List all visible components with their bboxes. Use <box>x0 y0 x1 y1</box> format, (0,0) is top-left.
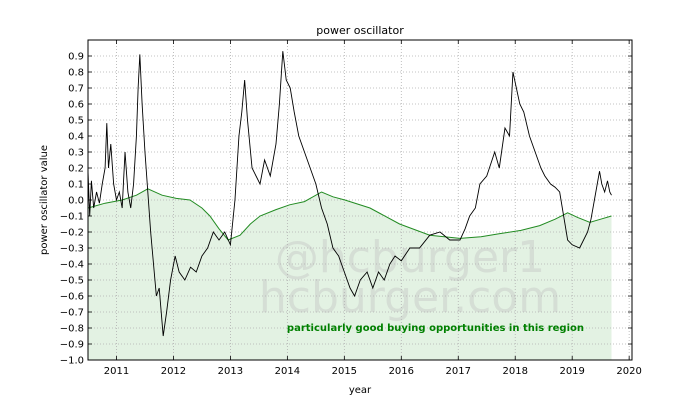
y-axis-label: power oscillator value <box>39 145 50 255</box>
x-tick-label: 2012 <box>161 366 186 377</box>
y-tick-label: 0.7 <box>68 84 84 95</box>
x-tick-label: 2016 <box>389 366 414 377</box>
x-tick-label: 2017 <box>446 366 471 377</box>
x-tick-label: 2014 <box>275 366 300 377</box>
y-tick-label: 0.9 <box>68 52 84 63</box>
y-tick-label: −0.1 <box>60 212 84 223</box>
y-tick-label: 0.1 <box>68 180 84 191</box>
y-tick-label: −0.2 <box>60 228 84 239</box>
y-tick-label: −0.9 <box>60 340 84 351</box>
y-tick-label: 0.4 <box>68 132 84 143</box>
plot-frame <box>87 39 633 361</box>
area-fill <box>88 188 612 360</box>
y-tick-label: 0.6 <box>68 100 84 111</box>
y-tick-label: 0.5 <box>68 116 84 127</box>
line <box>87 188 612 241</box>
y-tick-label: 0.2 <box>68 164 84 175</box>
y-tick-label: −0.4 <box>60 260 84 271</box>
y-tick-label: −0.7 <box>60 308 84 319</box>
y-tick-label: 0.8 <box>68 68 84 79</box>
y-tick-label: 0.0 <box>68 196 84 207</box>
annotation: particularly good buying opportunities i… <box>287 323 584 334</box>
y-tick-label: −0.8 <box>60 324 84 335</box>
x-axis-label: year <box>349 385 372 396</box>
line <box>87 51 612 337</box>
watermark: hcburger.com <box>259 272 561 323</box>
x-tick-label: 2020 <box>616 366 641 377</box>
y-tick-label: −0.5 <box>60 276 84 287</box>
y-tick-label: −1.0 <box>60 356 84 367</box>
chart-title: power oscillator <box>316 24 404 37</box>
y-tick-label: 0.3 <box>68 148 84 159</box>
y-tick-label: −0.3 <box>60 244 84 255</box>
x-tick-label: 2011 <box>104 366 129 377</box>
x-tick-label: 2015 <box>332 366 357 377</box>
y-tick-label: −0.6 <box>60 292 84 303</box>
x-tick-label: 2018 <box>502 366 527 377</box>
watermark: @hcburger1 <box>275 232 545 283</box>
x-tick-label: 2019 <box>559 366 584 377</box>
x-tick-label: 2013 <box>218 366 243 377</box>
